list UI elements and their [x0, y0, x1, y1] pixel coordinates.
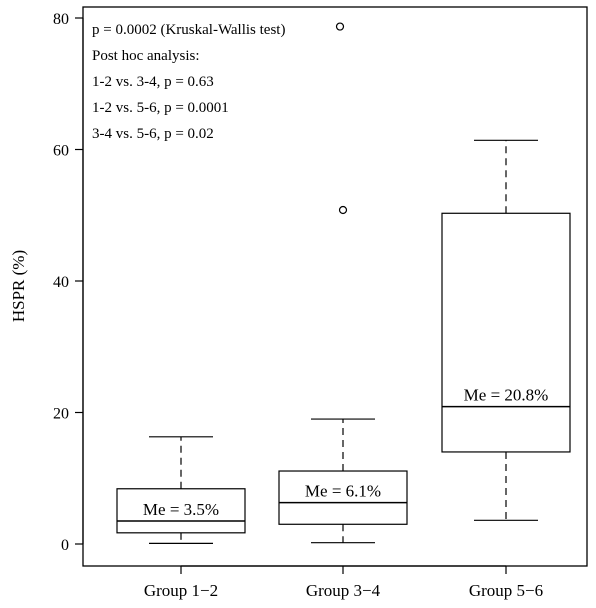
annotation-line: 1-2 vs. 3-4, p = 0.63 — [92, 74, 214, 90]
y-tick-label: 0 — [61, 537, 69, 554]
y-tick-label: 60 — [53, 143, 69, 160]
iqr-box — [278, 470, 408, 525]
y-tick-label: 80 — [53, 11, 69, 28]
x-tick-label: Group 3−4 — [306, 581, 381, 600]
annotation-line: 1-2 vs. 5-6, p = 0.0001 — [92, 100, 229, 116]
iqr-box — [116, 488, 246, 534]
y-axis-title: HSPR (%) — [9, 250, 28, 322]
annotation-line: p = 0.0002 (Kruskal-Wallis test) — [92, 22, 285, 38]
median-label: Me = 6.1% — [305, 482, 381, 501]
annotation-line: Post hoc analysis: — [92, 48, 200, 64]
x-tick-label: Group 5−6 — [469, 581, 543, 600]
stats-annotations: p = 0.0002 (Kruskal-Wallis test) Post hoc… — [92, 22, 345, 142]
median-label: Me = 3.5% — [143, 500, 219, 519]
outlier-point — [335, 22, 345, 31]
box-group: Me = 6.1% — [278, 205, 408, 544]
y-tick-label: 40 — [53, 274, 69, 291]
median-label: Me = 20.8% — [464, 386, 549, 405]
outlier-point — [338, 205, 348, 215]
box-group: Me = 3.5% — [116, 436, 246, 544]
y-axis: 0 20 40 60 80 — [53, 11, 84, 554]
annotation-line: 3-4 vs. 5-6, p = 0.02 — [92, 126, 214, 142]
x-axis: Group 1−2 Group 3−4 Group 5−6 — [144, 565, 543, 600]
boxes: Me = 3.5% Me = 6.1% Me = 20.8% — [116, 139, 571, 544]
iqr-box — [441, 212, 571, 453]
y-tick-label: 20 — [53, 406, 69, 423]
box-group: Me = 20.8% — [441, 139, 571, 521]
x-tick-label: Group 1−2 — [144, 581, 218, 600]
